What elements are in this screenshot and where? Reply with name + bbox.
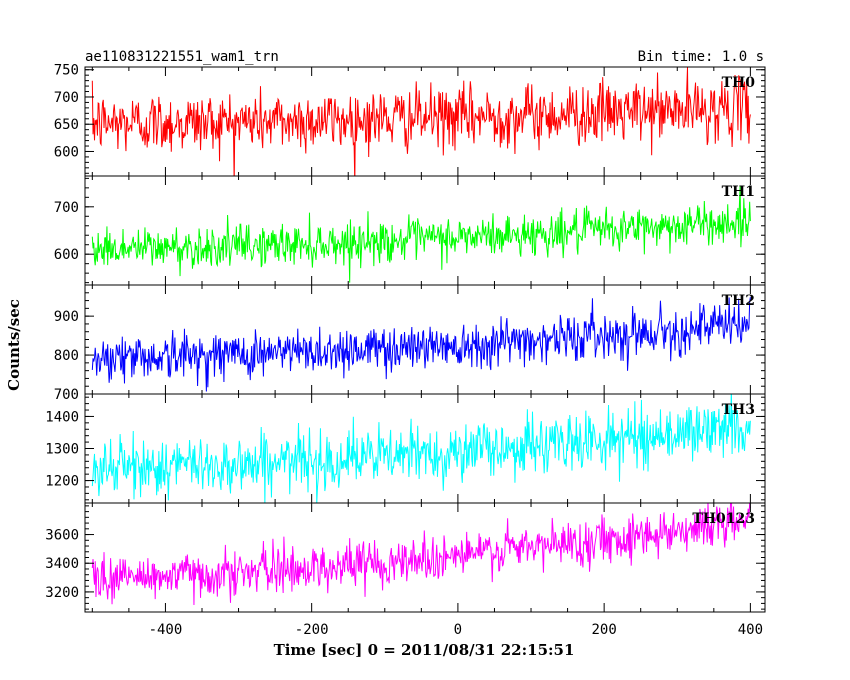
y-tick-label: 750 — [54, 63, 79, 79]
series-line-th2 — [91, 297, 751, 392]
panel-label-th1: TH1 — [722, 184, 755, 200]
y-tick-label: 800 — [54, 348, 79, 364]
panel-frame-th1 — [84, 175, 766, 286]
x-axis-label: Time [sec] 0 = 2011/08/31 22:15:51 — [274, 641, 575, 659]
y-tick-label: 700 — [54, 200, 79, 216]
y-tick-label: 3600 — [45, 528, 79, 544]
y-axis-label: Counts/sec — [5, 299, 23, 391]
x-tick-label: 200 — [591, 622, 616, 638]
series-line-th0123 — [91, 503, 751, 606]
x-tick-label: 0 — [454, 622, 462, 638]
x-tick-label: 400 — [738, 622, 763, 638]
series-line-th0 — [91, 67, 751, 176]
y-tick-label: 3400 — [45, 556, 79, 572]
chart-title: ae110831221551_wam1_trn — [85, 49, 279, 65]
y-tick-label: 1300 — [45, 442, 79, 458]
y-tick-label: 700 — [54, 387, 79, 403]
x-tick-label: -400 — [149, 622, 183, 638]
panel-label-th2: TH2 — [722, 293, 755, 309]
y-tick-label: 650 — [54, 117, 79, 133]
panels: 600 650 700 750 TH0 600 700 TH1 700 800 900 TH2 1200… — [45, 63, 766, 638]
y-tick-label: 1400 — [45, 409, 79, 425]
x-tick-label: -200 — [295, 622, 329, 638]
bin-time-label: Bin time: 1.0 s — [638, 49, 764, 65]
y-tick-label: 600 — [54, 247, 79, 263]
y-tick-label: 3200 — [45, 585, 79, 601]
y-tick-label: 700 — [54, 90, 79, 106]
y-tick-label: 600 — [54, 144, 79, 160]
y-tick-label: 1200 — [45, 474, 79, 490]
panel-label-th0: TH0 — [722, 75, 756, 91]
series-line-th1 — [91, 185, 751, 283]
panel-label-th3: TH3 — [722, 402, 755, 418]
y-tick-label: 900 — [54, 309, 79, 325]
panel-label-th0123: TH0123 — [692, 511, 755, 527]
series-line-th3 — [91, 394, 751, 503]
